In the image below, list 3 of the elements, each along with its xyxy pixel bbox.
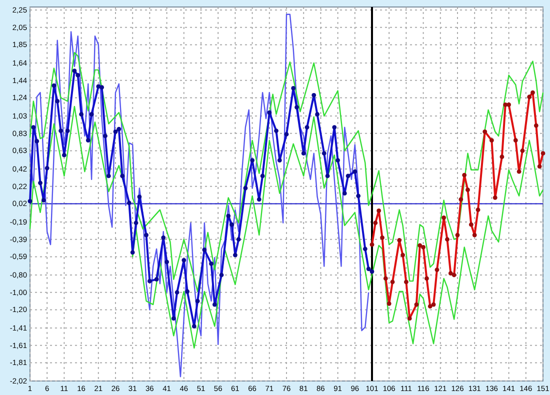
line-series (29, 52, 544, 292)
line-series (29, 106, 544, 349)
line-series (29, 14, 370, 378)
